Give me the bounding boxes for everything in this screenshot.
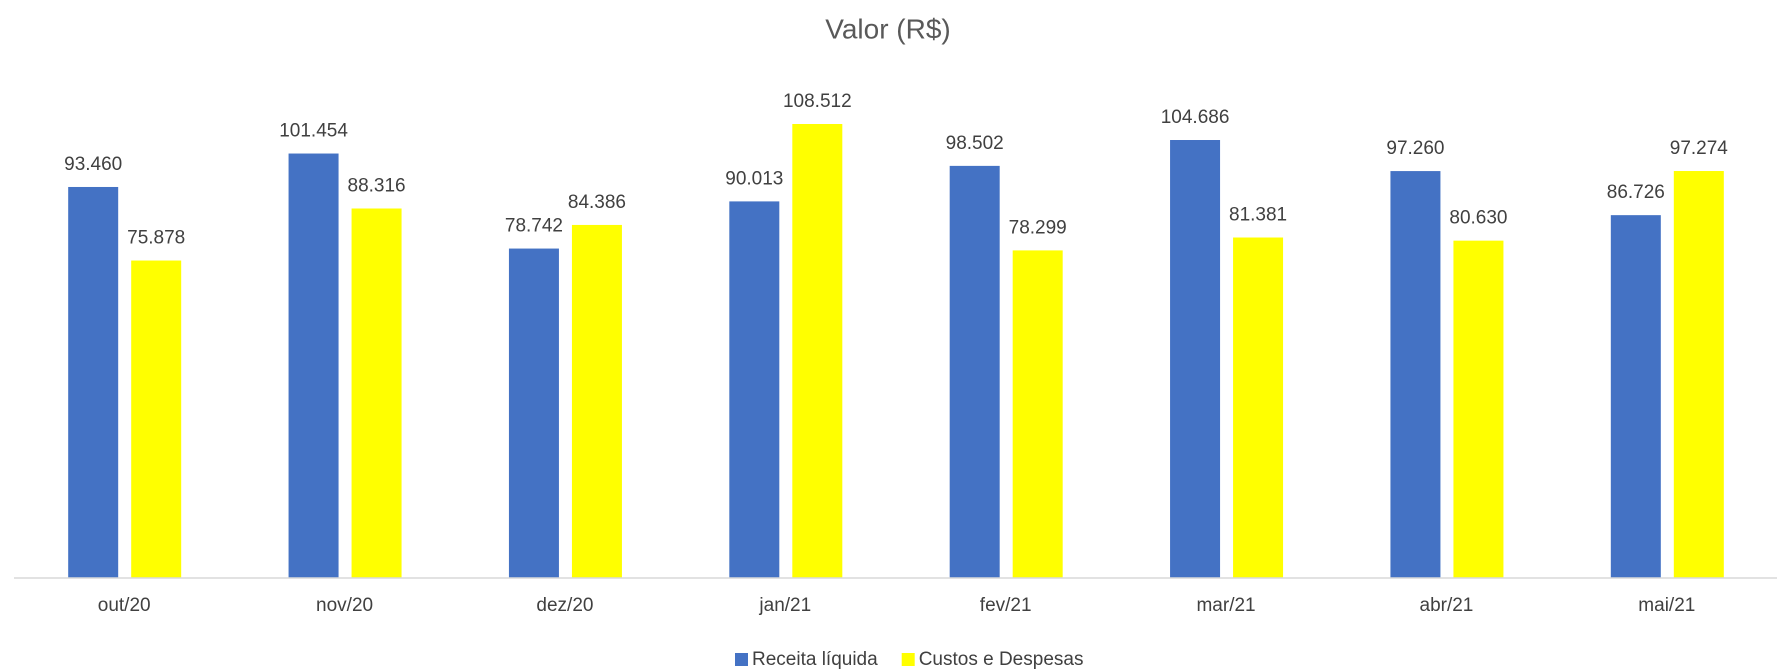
data-label: 90.013	[725, 168, 783, 189]
bar	[131, 260, 182, 578]
bar	[1610, 215, 1661, 578]
data-label: 98.502	[946, 133, 1004, 154]
bar	[1170, 140, 1221, 578]
data-label: 84.386	[568, 192, 626, 213]
x-tick-label: out/20	[98, 595, 151, 616]
data-label: 93.460	[64, 154, 122, 175]
data-label: 81.381	[1229, 205, 1287, 226]
x-tick-label: dez/20	[536, 595, 593, 616]
bar	[1233, 237, 1284, 578]
data-label: 108.512	[783, 91, 852, 112]
data-label: 78.742	[505, 216, 563, 237]
bar	[729, 201, 780, 578]
x-tick-label: mar/21	[1196, 595, 1255, 616]
legend-label: Receita líquida	[752, 649, 878, 670]
bar	[792, 124, 843, 578]
data-label: 97.260	[1386, 138, 1444, 159]
x-tick-label: abr/21	[1420, 595, 1474, 616]
data-label: 104.686	[1161, 107, 1230, 128]
x-tick-label: fev/21	[980, 595, 1032, 616]
data-label: 78.299	[1009, 217, 1067, 238]
data-label: 97.274	[1670, 138, 1729, 159]
bar	[1453, 240, 1504, 578]
data-label: 101.454	[279, 121, 348, 142]
legend-swatch	[735, 653, 748, 666]
bar	[1673, 171, 1724, 579]
bar	[571, 224, 622, 579]
x-tick-label: jan/21	[758, 595, 811, 616]
chart-title: Valor (R$)	[825, 13, 951, 44]
x-tick-label: nov/20	[316, 595, 373, 616]
bar	[508, 248, 559, 579]
data-label: 80.630	[1449, 208, 1507, 229]
bar	[288, 153, 339, 578]
bar	[68, 186, 119, 579]
bar	[351, 208, 402, 578]
data-label: 86.726	[1607, 182, 1665, 203]
legend-label: Custos e Despesas	[919, 649, 1084, 670]
data-label: 75.878	[127, 228, 185, 249]
data-label: 88.316	[348, 176, 406, 197]
bar	[1012, 250, 1063, 579]
bar	[1390, 171, 1441, 578]
x-tick-label: mai/21	[1638, 595, 1695, 616]
legend-swatch	[901, 653, 915, 666]
bar	[949, 165, 1000, 578]
